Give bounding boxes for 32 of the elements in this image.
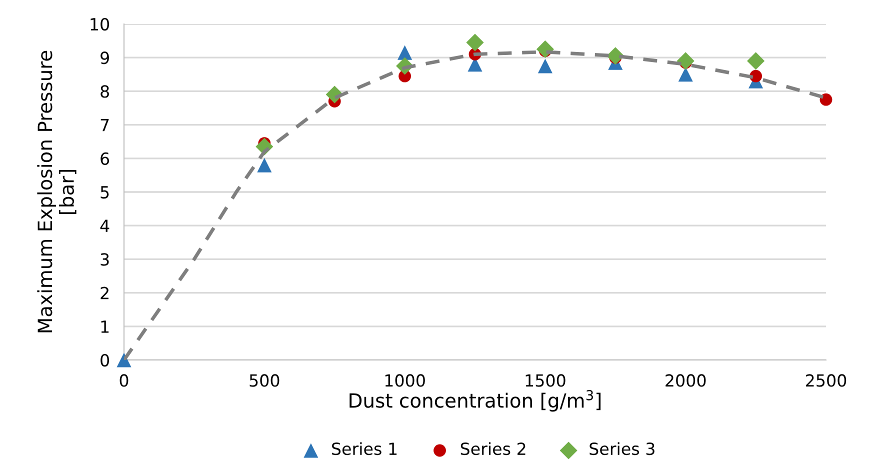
point xyxy=(466,34,484,52)
point xyxy=(676,52,694,70)
y-tick-label: 9 xyxy=(100,52,109,64)
point xyxy=(398,45,412,60)
y-tick-label: 5 xyxy=(100,186,109,199)
y-axis-title: Maximum Explosion Pressure [bar] xyxy=(37,50,76,332)
point xyxy=(538,58,552,74)
x-tick-label: 2000 xyxy=(666,374,706,387)
point xyxy=(747,52,765,70)
y-tick-label: 8 xyxy=(100,85,109,98)
y-tick-label: 7 xyxy=(100,118,109,132)
y-tick-label: 2 xyxy=(100,286,108,300)
x-tick-label: 2500 xyxy=(806,374,846,387)
x-tick-label: 1000 xyxy=(385,374,425,387)
x-tick-label: 0 xyxy=(120,374,128,387)
legend-label: Series 2 xyxy=(460,442,526,456)
x-tick-label: 500 xyxy=(250,374,280,387)
y-tick-label: 6 xyxy=(100,152,110,165)
point xyxy=(257,158,272,172)
point xyxy=(536,40,554,58)
x-tick-label: 1500 xyxy=(526,374,566,387)
point xyxy=(678,67,693,82)
x-axis-title: Dust concentration [g/m$^{3}$] xyxy=(350,390,601,412)
y-tick-label: 0 xyxy=(100,354,110,367)
point xyxy=(116,352,132,368)
legend-label: Series 1 xyxy=(332,442,397,456)
legend-label: Series 3 xyxy=(590,442,654,456)
point xyxy=(820,93,832,106)
y-tick-label: 1 xyxy=(101,320,109,333)
y-tick-label: 10 xyxy=(90,18,110,31)
y-tick-label: 4 xyxy=(100,220,110,232)
y-tick-label: 3 xyxy=(100,253,109,266)
